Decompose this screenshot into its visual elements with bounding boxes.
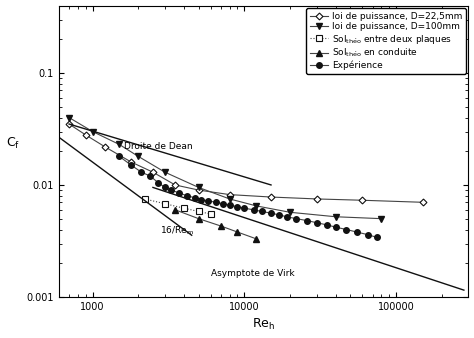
- Expérience: [138, 170, 144, 174]
- loi de puissance, D=22,5mm: [196, 188, 201, 192]
- Expérience: [284, 215, 290, 219]
- Expérience: [374, 235, 380, 239]
- loi de puissance, D=22,5mm: [227, 193, 232, 197]
- Expérience: [344, 227, 349, 232]
- Expérience: [251, 208, 256, 212]
- loi de puissance, D=100mm: [117, 142, 122, 146]
- Sol$_{\mathregular{th\'{e}o}}$ entre deux plaques: [142, 197, 147, 201]
- Sol$_{\mathregular{th\'{e}o}}$ en conduite: [235, 230, 240, 234]
- loi de puissance, D=100mm: [162, 170, 168, 174]
- Sol$_{\mathregular{th\'{e}o}}$ entre deux plaques: [208, 212, 213, 216]
- Y-axis label: C$_{\mathrm{f}}$: C$_{\mathrm{f}}$: [6, 136, 20, 151]
- loi de puissance, D=22,5mm: [172, 183, 178, 187]
- Expérience: [235, 204, 240, 209]
- loi de puissance, D=100mm: [333, 215, 338, 219]
- loi de puissance, D=100mm: [136, 154, 141, 159]
- Expérience: [365, 233, 371, 237]
- Sol$_{\mathregular{th\'{e}o}}$ en conduite: [218, 224, 224, 228]
- Text: Asymptote de Virk: Asymptote de Virk: [210, 269, 294, 277]
- loi de puissance, D=100mm: [379, 217, 384, 221]
- Line: Sol$_{\mathregular{th\'{e}o}}$ entre deux plaques: Sol$_{\mathregular{th\'{e}o}}$ entre deu…: [142, 196, 213, 217]
- loi de puissance, D=22,5mm: [314, 197, 319, 201]
- Expérience: [176, 191, 182, 195]
- Expérience: [304, 219, 310, 223]
- loi de puissance, D=22,5mm: [420, 200, 426, 204]
- loi de puissance, D=100mm: [66, 116, 72, 120]
- Expérience: [268, 211, 274, 215]
- loi de puissance, D=100mm: [196, 186, 201, 190]
- Expérience: [128, 163, 134, 167]
- Expérience: [117, 154, 122, 159]
- Expérience: [147, 174, 153, 178]
- loi de puissance, D=22,5mm: [150, 170, 156, 174]
- loi de puissance, D=100mm: [254, 204, 259, 208]
- Expérience: [259, 210, 264, 214]
- Expérience: [293, 217, 299, 221]
- loi de puissance, D=22,5mm: [102, 145, 108, 149]
- Expérience: [333, 225, 338, 229]
- loi de puissance, D=22,5mm: [360, 198, 365, 202]
- Expérience: [191, 196, 197, 200]
- Expérience: [184, 194, 190, 198]
- Expérience: [324, 223, 330, 227]
- Expérience: [213, 200, 219, 204]
- Sol$_{\mathregular{th\'{e}o}}$ en conduite: [254, 237, 259, 241]
- Line: Sol$_{\mathregular{th\'{e}o}}$ en conduite: Sol$_{\mathregular{th\'{e}o}}$ en condui…: [173, 207, 259, 242]
- Line: loi de puissance, D=100mm: loi de puissance, D=100mm: [66, 115, 384, 221]
- Sol$_{\mathregular{th\'{e}o}}$ entre deux plaques: [162, 202, 168, 206]
- X-axis label: Re$_{\mathrm{h}}$: Re$_{\mathrm{h}}$: [252, 317, 275, 333]
- loi de puissance, D=100mm: [287, 210, 293, 214]
- loi de puissance, D=100mm: [90, 129, 95, 134]
- Expérience: [314, 221, 319, 225]
- Legend: loi de puissance, D=22,5mm, loi de puissance, D=100mm, Sol$_{\mathregular{th\'{e: loi de puissance, D=22,5mm, loi de puiss…: [307, 8, 466, 74]
- loi de puissance, D=22,5mm: [268, 195, 274, 199]
- Text: 16/Re$_{\mathrm{m}}$: 16/Re$_{\mathrm{m}}$: [160, 224, 194, 237]
- Expérience: [168, 188, 174, 192]
- loi de puissance, D=100mm: [227, 197, 232, 201]
- Sol$_{\mathregular{th\'{e}o}}$ en conduite: [196, 217, 201, 221]
- Line: loi de puissance, D=22,5mm: loi de puissance, D=22,5mm: [67, 122, 425, 205]
- Expérience: [155, 180, 161, 185]
- loi de puissance, D=22,5mm: [66, 122, 72, 126]
- Sol$_{\mathregular{th\'{e}o}}$ entre deux plaques: [196, 210, 201, 214]
- Expérience: [220, 202, 226, 206]
- Expérience: [162, 186, 168, 190]
- Text: Droite de Dean: Droite de Dean: [124, 142, 192, 151]
- Expérience: [227, 203, 232, 207]
- Expérience: [241, 206, 247, 210]
- Expérience: [276, 213, 282, 217]
- Expérience: [198, 198, 204, 202]
- Sol$_{\mathregular{th\'{e}o}}$ en conduite: [172, 208, 178, 212]
- Expérience: [206, 199, 211, 203]
- loi de puissance, D=22,5mm: [128, 160, 134, 164]
- Sol$_{\mathregular{th\'{e}o}}$ entre deux plaques: [181, 206, 187, 210]
- Line: Expérience: Expérience: [117, 153, 380, 240]
- Expérience: [354, 230, 359, 234]
- loi de puissance, D=22,5mm: [83, 133, 89, 137]
